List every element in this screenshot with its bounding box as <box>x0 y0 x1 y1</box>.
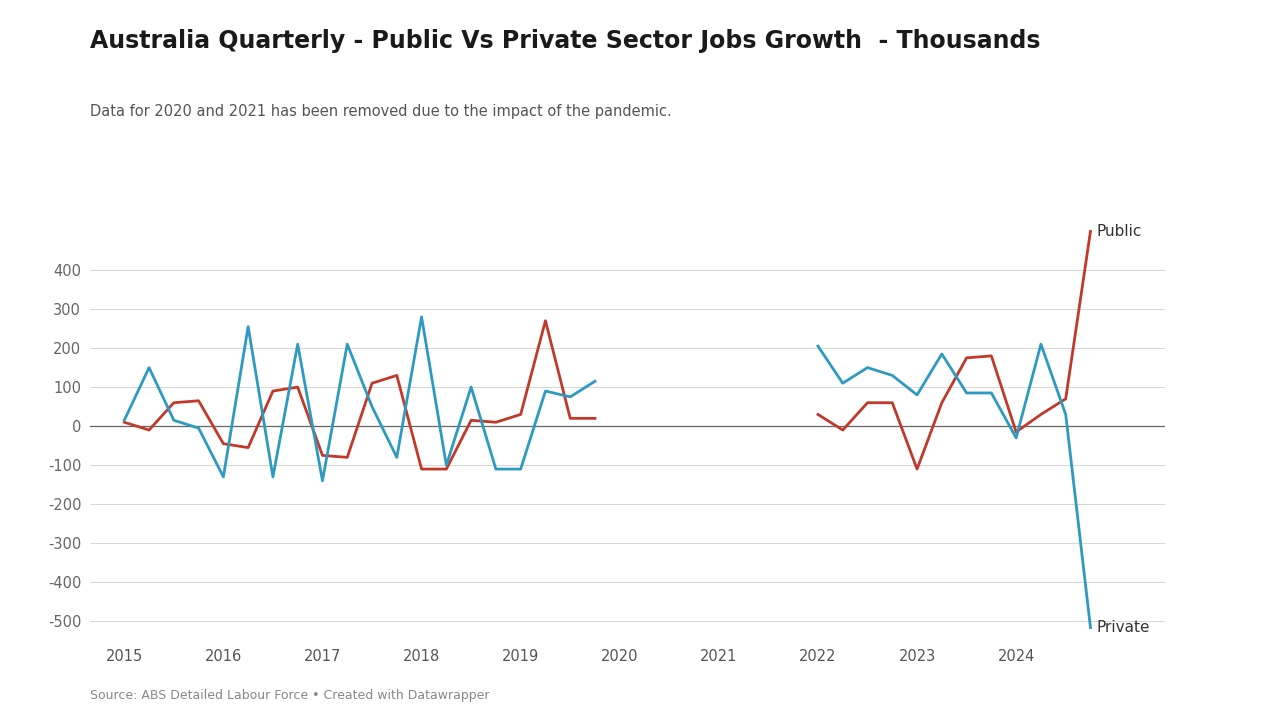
Text: Public: Public <box>1097 224 1142 239</box>
Text: Data for 2020 and 2021 has been removed due to the impact of the pandemic.: Data for 2020 and 2021 has been removed … <box>90 104 671 120</box>
Text: Source: ABS Detailed Labour Force • Created with Datawrapper: Source: ABS Detailed Labour Force • Crea… <box>90 689 489 702</box>
Text: Australia Quarterly - Public Vs Private Sector Jobs Growth  - Thousands: Australia Quarterly - Public Vs Private … <box>90 29 1041 53</box>
Text: Private: Private <box>1097 620 1149 635</box>
